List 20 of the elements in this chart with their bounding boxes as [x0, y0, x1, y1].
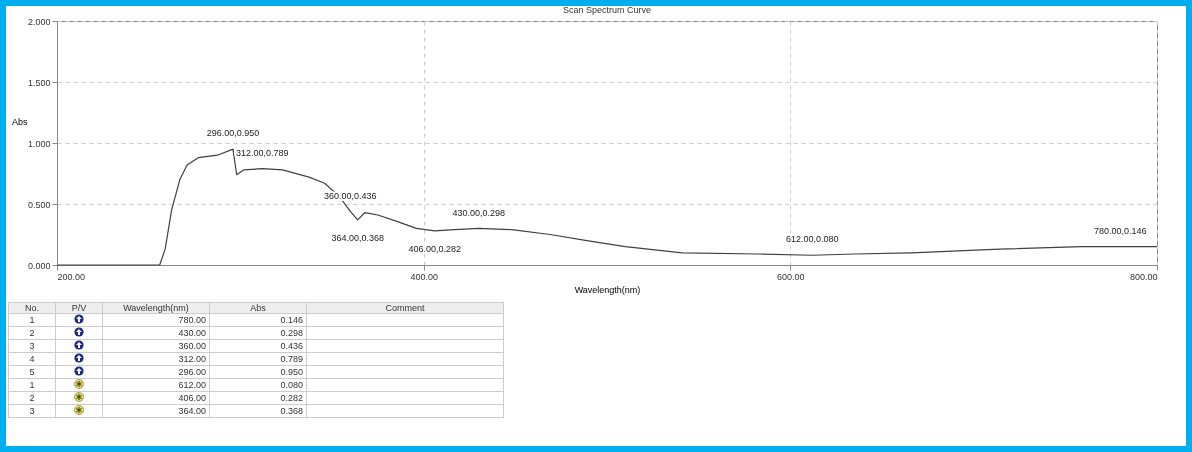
y-tick-label: 0.000: [27, 260, 51, 271]
annotation: 430.00,0.298: [452, 207, 505, 218]
x-tick-label: 600.00: [777, 271, 805, 282]
annotation: 312.00,0.789: [236, 147, 289, 158]
annotation: 364.00,0.368: [331, 233, 384, 244]
y-tick-label: 2.000: [27, 16, 51, 27]
annotation: 296.00,0.950: [206, 128, 260, 139]
x-tick-label: 800.00: [1129, 271, 1158, 282]
annotation: 406.00,0.282: [408, 243, 461, 254]
y-tick-label: 1.000: [27, 138, 51, 149]
y-tick-label: 1.500: [27, 77, 51, 88]
x-tick-label: 200.00: [57, 271, 86, 282]
y-tick-label: 0.500: [27, 199, 51, 210]
annotation: 780.00,0.146: [1094, 226, 1147, 237]
table: No. P/V Wavelength(nm) Abs Comment 1 780.00 0.146 2 430.00 0.298 3 360.00 0.436 4 312.00 0.789 5 296.00 0.950 1 612.00 0.080 2 406.00 0.282 3 364.00 0.368: [8, 302, 504, 418]
x-axis-title: Wavelength(nm): [574, 284, 641, 295]
x-tick-label: 400.00: [410, 271, 438, 282]
annotation: 612.00,0.080: [786, 234, 839, 245]
y-axis-title: Abs: [11, 116, 28, 127]
chart-title: Scan Spectrum Curve: [562, 5, 652, 15]
